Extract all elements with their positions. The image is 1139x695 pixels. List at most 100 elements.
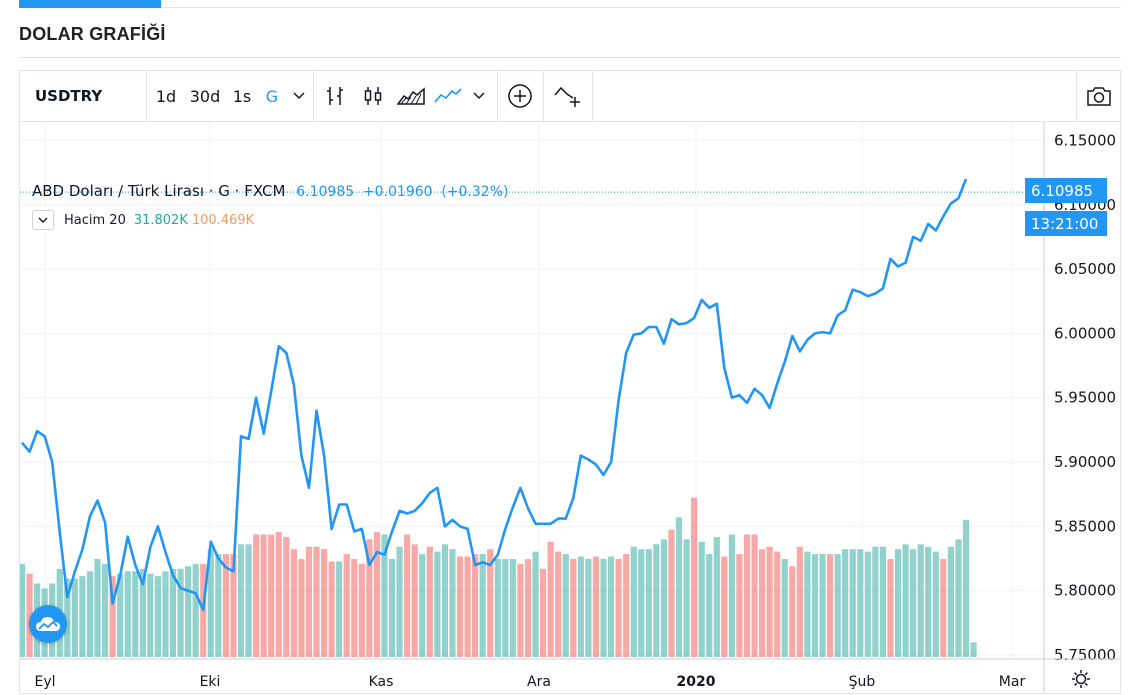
volume-bar <box>698 541 705 657</box>
volume-bar <box>494 559 501 657</box>
volume-bar <box>675 517 683 657</box>
volume-bar <box>20 563 26 657</box>
gear-icon <box>1072 670 1090 688</box>
y-tick-label: 6.00000 <box>1054 324 1116 342</box>
legend-collapse-button[interactable] <box>32 210 54 230</box>
countdown-tag: 13:21:00 <box>1025 211 1107 236</box>
volume-bar <box>343 554 350 657</box>
add-indicator-button[interactable] <box>498 71 542 121</box>
volume-bar <box>683 539 690 657</box>
interval-1d-button[interactable]: 1d <box>155 86 177 106</box>
volume-bar <box>910 549 917 657</box>
volume-bar <box>464 556 471 657</box>
symbol-search-button[interactable]: USDTRY <box>35 87 103 105</box>
chevron-down-icon <box>38 217 48 223</box>
last-price-tag: 6.10985 <box>1025 178 1107 203</box>
volume-bar <box>721 556 728 657</box>
line-style-button[interactable] <box>430 71 466 121</box>
volume-bar <box>79 576 86 657</box>
volume-bar <box>615 559 622 657</box>
volume-bar <box>101 563 109 657</box>
bars-style-button[interactable] <box>316 71 354 121</box>
chart-settings-button[interactable] <box>1068 666 1094 692</box>
y-tick-label: 6.15000 <box>1054 131 1116 149</box>
compare-icon <box>554 86 580 107</box>
volume-bar <box>336 561 343 657</box>
volume-bar <box>381 534 388 657</box>
chart-area[interactable]: 6.15000 6.10000 6.05000 6.00000 5.95000 5.900… <box>20 122 1121 694</box>
volume-bar <box>728 534 735 657</box>
volume-bar <box>404 534 411 657</box>
volume-bar <box>970 642 977 657</box>
volume-bar <box>253 534 260 657</box>
price-line <box>21 178 968 612</box>
volume-bar <box>811 554 819 657</box>
volume-bar <box>320 549 328 657</box>
volume-bar <box>275 532 282 657</box>
add-indicator-icon <box>508 84 532 108</box>
last-price-value: 6.10985 <box>296 184 355 200</box>
volume-bar <box>388 559 396 657</box>
chevron-down-icon <box>473 92 485 100</box>
volume-bar <box>857 549 864 657</box>
volume-bar <box>736 554 743 657</box>
volume-bar <box>887 559 894 657</box>
volume-bar <box>872 546 879 657</box>
interval-g-button[interactable]: G <box>265 86 279 106</box>
volume-bar <box>162 571 169 657</box>
volume-bar <box>766 546 773 657</box>
volume-legend: Hacim 20 31.802K 100.469K <box>32 210 254 230</box>
volume-bar <box>26 573 33 657</box>
chart-toolbar: USDTRY 1d 30d 1s G <box>20 71 1120 122</box>
x-tick-label: Eyl <box>34 674 55 690</box>
interval-dropdown[interactable] <box>286 71 312 121</box>
volume-bar <box>925 546 932 657</box>
area-icon <box>397 87 425 105</box>
volume-bar <box>117 573 124 657</box>
chart-style-dropdown[interactable] <box>466 71 492 121</box>
x-tick-label: Ara <box>527 674 551 690</box>
volume-bar <box>237 544 245 657</box>
compare-button[interactable] <box>545 71 591 121</box>
volume-bar <box>215 554 222 657</box>
price-chart[interactable]: 6.150006.100006.050006.000005.950005.900… <box>20 122 1121 694</box>
toolbar-divider <box>313 71 314 121</box>
volume-bar <box>283 536 290 657</box>
line-icon <box>434 88 462 103</box>
price-change-pct: (+0.32%) <box>441 184 509 200</box>
interval-1s-button[interactable]: 1s <box>232 86 252 106</box>
volume-bar <box>230 554 237 657</box>
area-style-button[interactable] <box>392 71 430 121</box>
volume-bar <box>441 544 449 657</box>
interval-30d-button[interactable]: 30d <box>189 86 221 106</box>
volume-bar <box>834 554 841 657</box>
volume-bar <box>313 546 320 657</box>
camera-icon <box>1087 87 1111 106</box>
volume-bar <box>86 571 94 657</box>
volume-bar <box>774 551 781 657</box>
volume-bar <box>305 546 313 657</box>
volume-bar <box>456 556 464 657</box>
active-tab-indicator[interactable] <box>19 0 161 8</box>
x-tick-label: Mar <box>999 674 1026 690</box>
volume-bar <box>781 559 788 657</box>
y-tick-label: 5.90000 <box>1054 453 1116 471</box>
chevron-down-icon <box>293 92 305 100</box>
volume-bar <box>932 551 939 657</box>
volume-bar <box>94 559 101 657</box>
volume-bar <box>638 549 645 657</box>
volume-bar <box>64 578 71 657</box>
toolbar-divider <box>1076 71 1077 121</box>
volume-bar <box>472 554 479 657</box>
volume-bar <box>917 544 924 657</box>
volume-bar <box>351 559 358 657</box>
candles-style-button[interactable] <box>354 71 392 121</box>
volume-bar <box>139 568 146 657</box>
toolbar-divider <box>592 71 593 121</box>
screenshot-button[interactable] <box>1077 71 1120 121</box>
price-change-value: +0.01960 <box>362 184 433 200</box>
tradingview-logo[interactable] <box>29 605 67 643</box>
volume-bar <box>758 549 766 657</box>
volume-bar <box>524 559 532 657</box>
volume-bar <box>71 578 78 657</box>
